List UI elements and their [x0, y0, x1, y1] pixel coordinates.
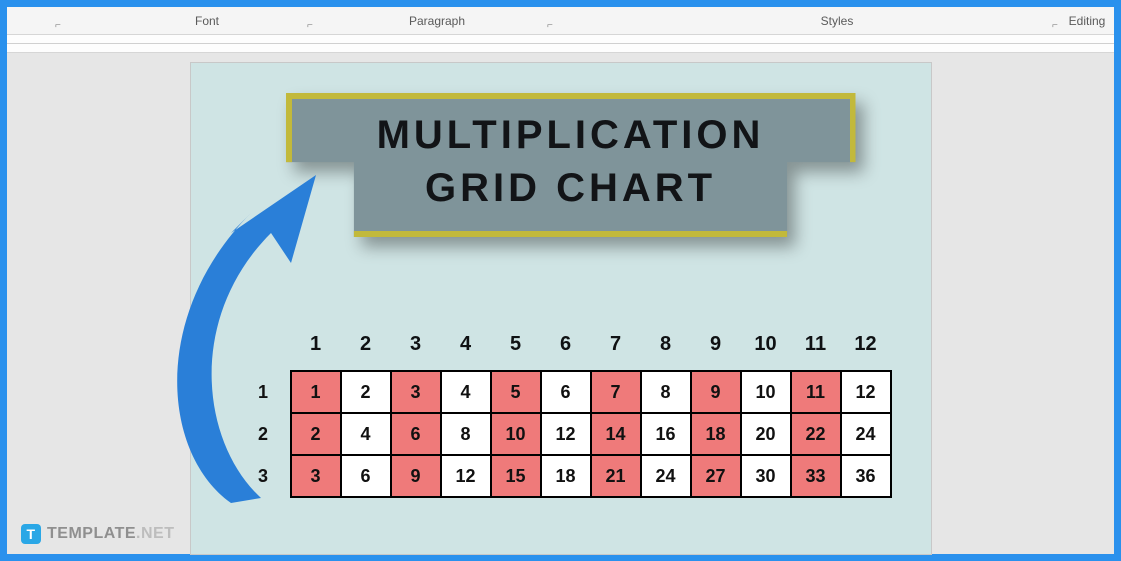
col-header: 10 [741, 333, 791, 356]
table-cell: 9 [391, 455, 441, 497]
title-line-1: MULTIPLICATION [316, 113, 826, 157]
outer-frame: Font ⌐ Paragraph ⌐ Styles ⌐ Editing ⌐ MU… [0, 0, 1121, 561]
ribbon-group-paragraph[interactable]: Paragraph [337, 7, 537, 35]
table-cell: 33 [791, 455, 841, 497]
watermark: T TEMPLATE.NET [21, 524, 174, 544]
watermark-main: TEMPLATE [47, 525, 136, 542]
table-cell: 20 [741, 413, 791, 455]
dialog-launcher-icon[interactable]: ⌐ [307, 21, 317, 31]
document-area: MULTIPLICATION GRID CHART 1 2 3 4 5 6 7 … [7, 53, 1114, 554]
watermark-logo-icon: T [21, 524, 41, 544]
table-cell: 8 [441, 413, 491, 455]
ribbon-bar: Font ⌐ Paragraph ⌐ Styles ⌐ Editing ⌐ [7, 7, 1114, 35]
table-cell: 27 [691, 455, 741, 497]
col-header: 11 [791, 333, 841, 356]
ribbon-group-font[interactable]: Font [117, 7, 297, 35]
table-cell: 4 [441, 371, 491, 413]
dialog-launcher-icon[interactable]: ⌐ [1052, 21, 1062, 31]
watermark-suffix: .NET [136, 525, 174, 542]
col-header: 7 [591, 333, 641, 356]
table-cell: 5 [491, 371, 541, 413]
table-cell: 10 [741, 371, 791, 413]
table-cell: 24 [641, 455, 691, 497]
table-cell: 18 [541, 455, 591, 497]
horizontal-ruler[interactable] [7, 35, 1114, 53]
dialog-launcher-icon[interactable]: ⌐ [547, 21, 557, 31]
document-page: MULTIPLICATION GRID CHART 1 2 3 4 5 6 7 … [191, 63, 931, 554]
ribbon-group-editing[interactable]: Editing [1057, 7, 1117, 35]
watermark-text: TEMPLATE.NET [47, 525, 174, 543]
dialog-launcher-icon[interactable]: ⌐ [55, 21, 65, 31]
table-cell: 14 [591, 413, 641, 455]
table-cell: 11 [791, 371, 841, 413]
title-banner-shape: MULTIPLICATION GRID CHART [286, 93, 856, 237]
table-cell: 22 [791, 413, 841, 455]
table-cell: 30 [741, 455, 791, 497]
table-cell: 9 [691, 371, 741, 413]
table-cell: 3 [391, 371, 441, 413]
table-cell: 12 [441, 455, 491, 497]
table-cell: 12 [841, 371, 891, 413]
table-cell: 24 [841, 413, 891, 455]
title-line-2: GRID CHART [316, 163, 826, 213]
table-cell: 21 [591, 455, 641, 497]
table-cell: 6 [391, 413, 441, 455]
ribbon-group-styles[interactable]: Styles [627, 7, 1047, 35]
table-cell: 15 [491, 455, 541, 497]
title-banner: MULTIPLICATION GRID CHART [286, 93, 856, 237]
col-header: 8 [641, 333, 691, 356]
table-cell: 16 [641, 413, 691, 455]
col-header: 9 [691, 333, 741, 356]
col-header: 12 [841, 333, 891, 356]
col-header: 3 [391, 333, 441, 356]
callout-arrow-icon [131, 153, 351, 513]
table-cell: 8 [641, 371, 691, 413]
col-header: 5 [491, 333, 541, 356]
table-cell: 12 [541, 413, 591, 455]
table-cell: 10 [491, 413, 541, 455]
col-header: 6 [541, 333, 591, 356]
table-cell: 6 [541, 371, 591, 413]
table-cell: 36 [841, 455, 891, 497]
col-header: 4 [441, 333, 491, 356]
table-cell: 18 [691, 413, 741, 455]
table-cell: 7 [591, 371, 641, 413]
